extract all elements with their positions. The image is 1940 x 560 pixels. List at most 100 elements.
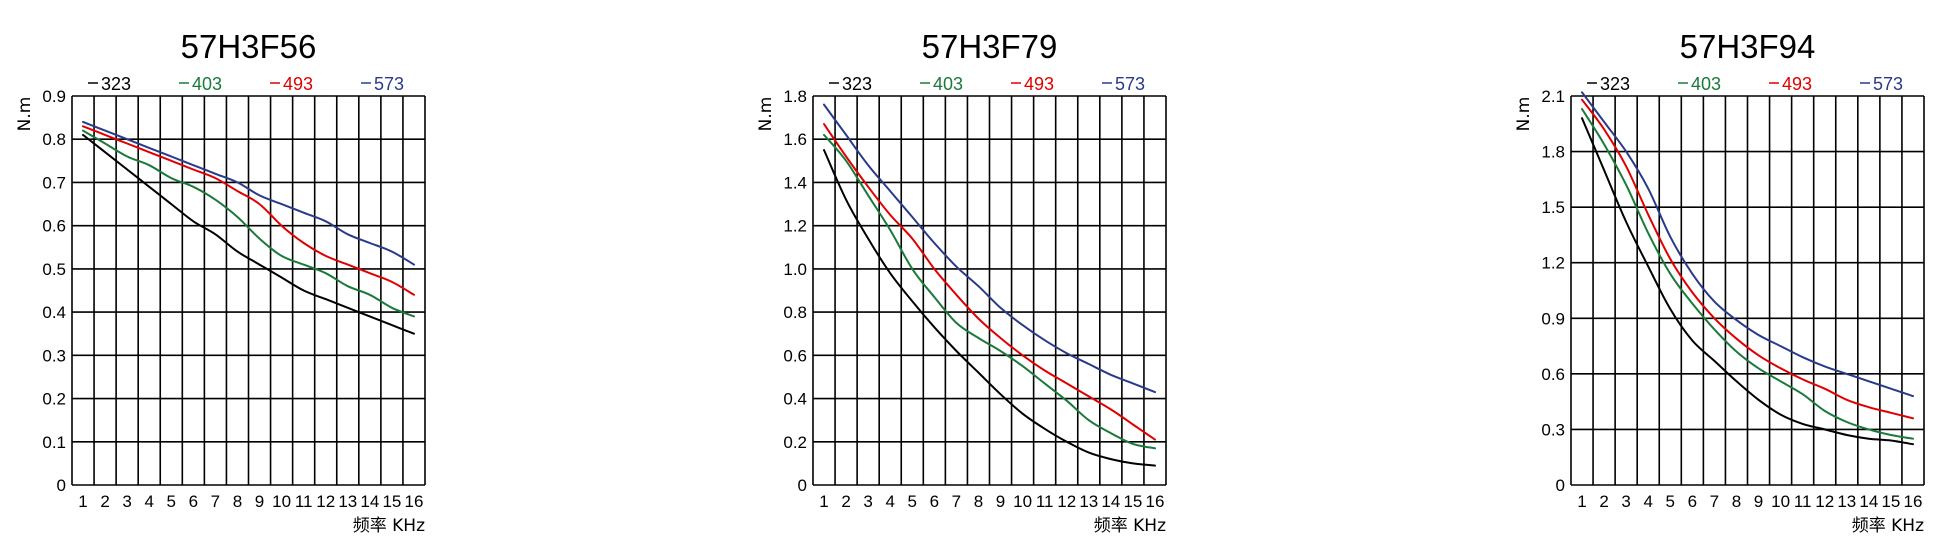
series-323 bbox=[823, 149, 1156, 467]
y-tick-label: 0.7 bbox=[42, 173, 66, 192]
legend-label: 573 bbox=[1873, 74, 1903, 94]
y-tick-label: 0 bbox=[798, 476, 807, 495]
x-tick-label: 3 bbox=[1621, 492, 1630, 511]
series-403 bbox=[82, 129, 415, 318]
x-tick-label: 2 bbox=[1599, 492, 1608, 511]
x-axis-label: 频率 KHz bbox=[1852, 516, 1924, 536]
x-tick-label: 14 bbox=[1859, 492, 1878, 511]
y-axis-label: N.m bbox=[756, 97, 776, 132]
x-tick-label: 10 bbox=[272, 492, 291, 511]
x-tick-label: 10 bbox=[1013, 492, 1032, 511]
grid bbox=[1570, 95, 1925, 486]
x-tick-label: 2 bbox=[100, 492, 109, 511]
x-tick-label: 8 bbox=[1732, 492, 1741, 511]
y-tick-label: 0 bbox=[1556, 476, 1565, 495]
x-tick-label: 14 bbox=[1101, 492, 1120, 511]
x-tick-label: 10 bbox=[1771, 492, 1790, 511]
series-line bbox=[1581, 91, 1914, 398]
x-tick-label: 16 bbox=[1904, 492, 1923, 511]
legend-label: 323 bbox=[842, 74, 872, 94]
series-line bbox=[82, 133, 415, 335]
x-tick-label: 15 bbox=[1881, 492, 1900, 511]
x-tick-label: 9 bbox=[255, 492, 264, 511]
y-tick-label: 0.6 bbox=[1541, 365, 1565, 384]
y-tick-label: 1.8 bbox=[1541, 143, 1565, 162]
y-tick-label: 0.2 bbox=[783, 433, 807, 452]
legend-item-573: 573 bbox=[1860, 74, 1903, 94]
x-tick-label: 11 bbox=[1036, 492, 1054, 511]
x-tick-label: 7 bbox=[952, 492, 961, 511]
x-tick-label: 2 bbox=[841, 492, 850, 511]
series-line bbox=[82, 120, 415, 266]
y-tick-label: 1.5 bbox=[1541, 198, 1565, 217]
legend-item-493: 493 bbox=[270, 74, 313, 94]
x-tick-label: 4 bbox=[144, 492, 153, 511]
x-tick-label: 4 bbox=[1643, 492, 1652, 511]
y-tick-label: 1.4 bbox=[783, 173, 807, 192]
x-tick-label: 3 bbox=[863, 492, 872, 511]
legend-label: 323 bbox=[1600, 74, 1630, 94]
series-493 bbox=[823, 123, 1156, 441]
x-tick-label: 11 bbox=[1794, 492, 1812, 511]
legend-item-403: 403 bbox=[1678, 74, 1721, 94]
x-axis-label: 频率 KHz bbox=[1094, 516, 1166, 536]
series-line bbox=[823, 103, 1156, 394]
y-tick-label: 0.9 bbox=[1541, 309, 1565, 328]
x-tick-label: 13 bbox=[1837, 492, 1856, 511]
y-tick-label: 0.3 bbox=[1541, 420, 1565, 439]
grid bbox=[812, 95, 1167, 486]
x-axis-label: 频率 KHz bbox=[353, 516, 425, 536]
series-line bbox=[823, 123, 1156, 441]
x-tick-label: 7 bbox=[211, 492, 220, 511]
chart-title: 57H3F56 bbox=[181, 28, 317, 65]
y-tick-label: 0.6 bbox=[783, 346, 807, 365]
series-line bbox=[82, 129, 415, 318]
legend-item-403: 403 bbox=[920, 74, 963, 94]
series-493 bbox=[82, 125, 415, 296]
x-tick-label: 1 bbox=[819, 492, 828, 511]
y-axis-label: N.m bbox=[1514, 97, 1534, 132]
x-tick-label: 5 bbox=[1666, 492, 1675, 511]
legend-item-323: 323 bbox=[829, 74, 872, 94]
series-line bbox=[823, 133, 1156, 450]
y-tick-label: 0.8 bbox=[783, 303, 807, 322]
x-tick-label: 16 bbox=[1146, 492, 1165, 511]
x-tick-label: 14 bbox=[360, 492, 379, 511]
x-tick-label: 15 bbox=[382, 492, 401, 511]
y-tick-label: 2.1 bbox=[1541, 87, 1565, 106]
legend-label: 493 bbox=[283, 74, 313, 94]
x-tick-label: 15 bbox=[1123, 492, 1142, 511]
x-tick-label: 8 bbox=[974, 492, 983, 511]
series-323 bbox=[82, 133, 415, 335]
legend-label: 403 bbox=[192, 74, 222, 94]
x-tick-label: 1 bbox=[78, 492, 87, 511]
y-tick-label: 1.2 bbox=[783, 217, 807, 236]
legend-label: 493 bbox=[1024, 74, 1054, 94]
series-line bbox=[823, 149, 1156, 467]
y-tick-label: 1.6 bbox=[783, 130, 807, 149]
y-axis-label: N.m bbox=[15, 97, 35, 132]
y-tick-label: 0.4 bbox=[783, 390, 807, 409]
x-tick-label: 5 bbox=[908, 492, 917, 511]
series-line bbox=[1581, 98, 1914, 420]
x-tick-label: 9 bbox=[996, 492, 1005, 511]
chart-title: 57H3F79 bbox=[922, 28, 1058, 65]
series-573 bbox=[1581, 91, 1914, 398]
x-tick-label: 12 bbox=[316, 492, 335, 511]
series-403 bbox=[1581, 108, 1914, 440]
y-tick-label: 0.8 bbox=[42, 130, 66, 149]
legend-label: 573 bbox=[1115, 74, 1145, 94]
legend-item-323: 323 bbox=[88, 74, 131, 94]
x-tick-label: 1 bbox=[1577, 492, 1586, 511]
legend-label: 403 bbox=[1691, 74, 1721, 94]
series-493 bbox=[1581, 98, 1914, 420]
y-tick-label: 0.2 bbox=[42, 390, 66, 409]
legend-label: 323 bbox=[101, 74, 131, 94]
legend-label: 573 bbox=[374, 74, 404, 94]
y-tick-label: 1.0 bbox=[783, 260, 807, 279]
legend-item-573: 573 bbox=[1102, 74, 1145, 94]
